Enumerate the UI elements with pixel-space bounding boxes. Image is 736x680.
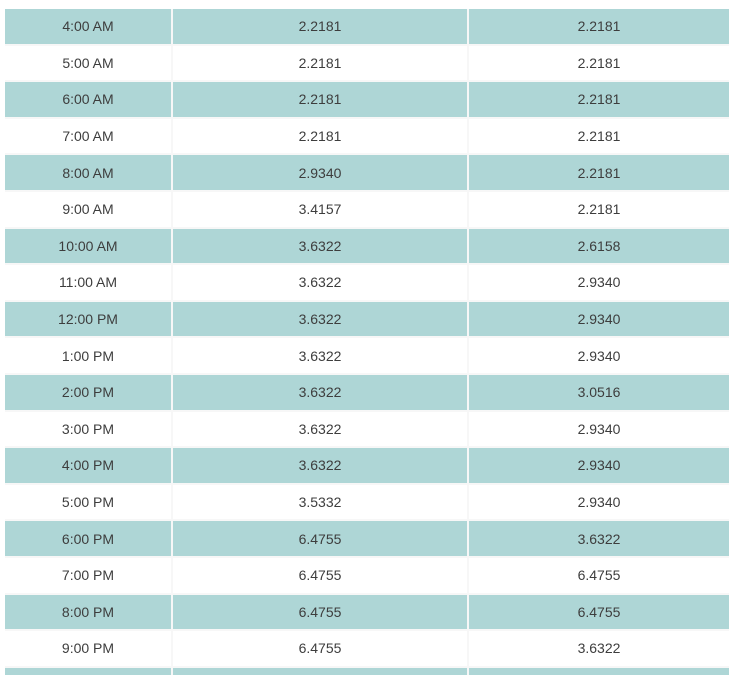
- value-cell: 3.6322: [173, 411, 469, 447]
- value-cell: 2.9340: [577, 494, 621, 511]
- value-cell: 3.6322: [173, 265, 469, 300]
- value-cell: 6.4755: [577, 603, 621, 620]
- table-body: 4:00 AM 2.2181 2.2181 5:00 AM 2.2181 2.2181 6:…: [5, 9, 729, 668]
- value-cell: 2.2181: [173, 82, 469, 117]
- table-row: 7:00 PM 6.4755 6.4755: [5, 557, 729, 595]
- time-cell: 8:00 PM: [5, 594, 173, 630]
- time-cell: 7:00 PM: [5, 557, 173, 593]
- value-cell: 3.6322: [577, 640, 621, 657]
- value-cell: 2.2181: [173, 45, 469, 81]
- time-cell: 1:00 PM: [5, 338, 173, 373]
- value-cell: 3.5332: [173, 484, 469, 520]
- time-cell: 8:00 AM: [5, 155, 173, 190]
- value-cell: [469, 668, 729, 675]
- value-cell: 6.4755: [173, 557, 469, 593]
- table-row: 2:00 PM 3.6322 3.0516: [5, 374, 729, 412]
- value-cell: 2.2181: [577, 18, 621, 35]
- value-cell: 2.9340: [577, 420, 621, 437]
- value-cell: [173, 667, 469, 675]
- table-row: 9:00 PM 6.4755 3.6322: [5, 631, 729, 668]
- time-cell: 7:00 AM: [5, 118, 173, 154]
- clipped-row-below: [5, 667, 729, 675]
- table-row: 4:00 PM 3.6322 2.9340: [5, 448, 729, 485]
- value-cell: 2.2181: [577, 128, 621, 145]
- clipped-row-above: [5, 0, 729, 9]
- value-cell: 2.9340: [577, 457, 621, 474]
- time-cell: 4:00 PM: [5, 448, 173, 483]
- table-row: 12:00 PM 3.6322 2.9340: [5, 301, 729, 339]
- hourly-values-table: 4:00 AM 2.2181 2.2181 5:00 AM 2.2181 2.2181 6:…: [5, 0, 729, 680]
- value-cell: 3.6322: [173, 301, 469, 337]
- time-cell: 2:00 PM: [5, 374, 173, 410]
- time-cell: 11:00 AM: [5, 265, 173, 300]
- time-cell: 9:00 PM: [5, 631, 173, 666]
- table-row: 7:00 AM 2.2181 2.2181: [5, 118, 729, 156]
- time-cell: 10:00 AM: [5, 228, 173, 264]
- table-row: 4:00 AM 2.2181 2.2181: [5, 9, 729, 46]
- time-cell: 12:00 PM: [5, 301, 173, 337]
- value-cell: 3.6322: [173, 374, 469, 410]
- table-row: 6:00 PM 6.4755 3.6322: [5, 521, 729, 558]
- value-cell: 2.6158: [577, 237, 621, 254]
- value-cell: 2.2181: [577, 54, 621, 71]
- value-cell: 3.6322: [173, 228, 469, 264]
- value-cell: 2.9340: [577, 274, 621, 291]
- value-cell: 3.6322: [173, 338, 469, 373]
- value-cell: 2.2181: [577, 201, 621, 218]
- table-row: 3:00 PM 3.6322 2.9340: [5, 411, 729, 449]
- value-cell: 6.4755: [173, 631, 469, 666]
- time-cell: 5:00 AM: [5, 45, 173, 81]
- value-cell: 2.9340: [577, 347, 621, 364]
- value-cell: 2.9340: [577, 311, 621, 328]
- table-row: 10:00 AM 3.6322 2.6158: [5, 228, 729, 266]
- time-cell: [5, 667, 173, 675]
- table-row: 9:00 AM 3.4157 2.2181: [5, 191, 729, 229]
- table-row: 8:00 AM 2.9340 2.2181: [5, 155, 729, 192]
- table-row: 5:00 PM 3.5332 2.9340: [5, 484, 729, 522]
- time-cell: 3:00 PM: [5, 411, 173, 447]
- value-cell: 3.4157: [173, 191, 469, 227]
- value-cell: 2.2181: [173, 118, 469, 154]
- table-row: 5:00 AM 2.2181 2.2181: [5, 45, 729, 83]
- value-cell: 2.2181: [577, 164, 621, 181]
- time-cell: 6:00 PM: [5, 521, 173, 556]
- value-cell: 6.4755: [173, 594, 469, 630]
- value-cell: 3.0516: [577, 384, 621, 401]
- table-row: 1:00 PM 3.6322 2.9340: [5, 338, 729, 375]
- time-cell: 5:00 PM: [5, 484, 173, 520]
- time-cell: 6:00 AM: [5, 82, 173, 117]
- value-cell: 3.6322: [577, 530, 621, 547]
- value-cell: 2.2181: [577, 91, 621, 108]
- table-row: 6:00 AM 2.2181 2.2181: [5, 82, 729, 119]
- time-cell: 4:00 AM: [5, 9, 173, 44]
- value-cell: 2.9340: [173, 155, 469, 190]
- value-cell: 3.6322: [173, 448, 469, 483]
- table-row: 8:00 PM 6.4755 6.4755: [5, 594, 729, 632]
- value-cell: 6.4755: [173, 521, 469, 556]
- bottom-margin: [5, 674, 729, 680]
- value-cell: 6.4755: [577, 567, 621, 584]
- value-cell: 2.2181: [173, 9, 469, 44]
- time-cell: 9:00 AM: [5, 191, 173, 227]
- table-row: 11:00 AM 3.6322 2.9340: [5, 265, 729, 302]
